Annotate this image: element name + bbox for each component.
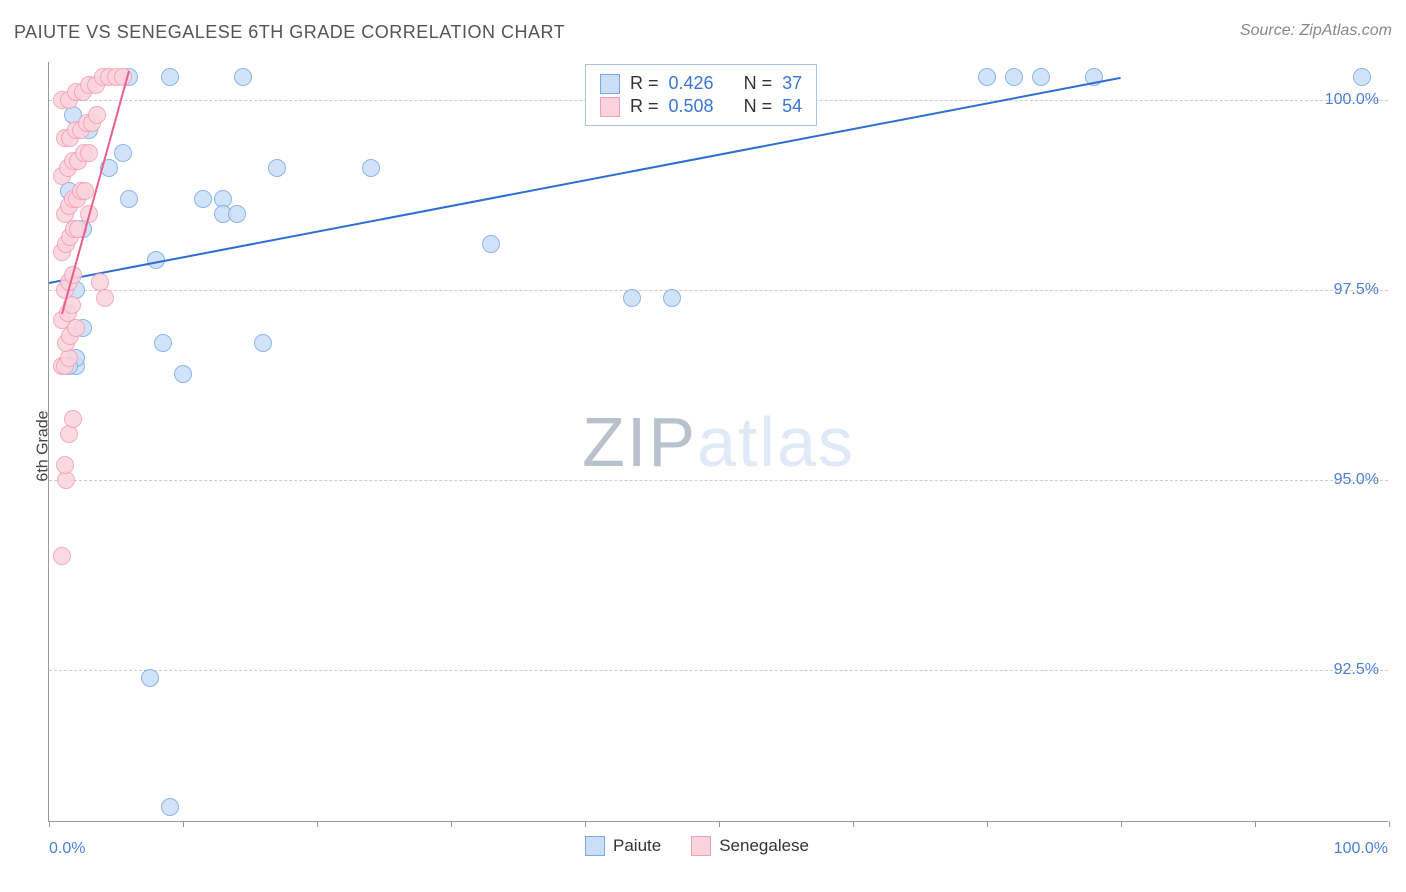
- watermark: ZIPatlas: [582, 402, 855, 482]
- data-point: [114, 144, 132, 162]
- x-tick: [317, 821, 318, 827]
- x-tick: [1121, 821, 1122, 827]
- chart-title: PAIUTE VS SENEGALESE 6TH GRADE CORRELATI…: [14, 22, 565, 43]
- data-point: [482, 235, 500, 253]
- x-label-left: 0.0%: [49, 840, 85, 858]
- data-point: [141, 669, 159, 687]
- data-point: [1032, 68, 1050, 86]
- y-tick-label: 95.0%: [1279, 471, 1379, 489]
- source-attribution: Source: ZipAtlas.com: [1240, 22, 1392, 40]
- data-point: [161, 798, 179, 816]
- r-value: 0.426: [669, 73, 714, 94]
- x-label-right: 100.0%: [1334, 840, 1388, 858]
- data-point: [64, 410, 82, 428]
- legend-item: Paiute: [585, 836, 661, 856]
- data-point: [174, 365, 192, 383]
- stats-row: R =0.426 N =37: [600, 73, 802, 94]
- data-point: [362, 159, 380, 177]
- x-tick: [987, 821, 988, 827]
- n-value: 54: [782, 96, 802, 117]
- r-value: 0.508: [669, 96, 714, 117]
- data-point: [268, 159, 286, 177]
- data-point: [234, 68, 252, 86]
- gridline: [49, 290, 1388, 291]
- watermark-suffix: atlas: [697, 403, 855, 481]
- legend-item: Senegalese: [691, 836, 809, 856]
- gridline: [49, 480, 1388, 481]
- data-point: [194, 190, 212, 208]
- y-tick-label: 97.5%: [1279, 281, 1379, 299]
- data-point: [254, 334, 272, 352]
- data-point: [96, 289, 114, 307]
- data-point: [1353, 68, 1371, 86]
- y-tick-label: 92.5%: [1279, 661, 1379, 679]
- x-tick: [49, 821, 50, 827]
- data-point: [978, 68, 996, 86]
- gridline: [49, 670, 1388, 671]
- data-point: [76, 182, 94, 200]
- data-point: [663, 289, 681, 307]
- data-point: [80, 144, 98, 162]
- legend-label: Senegalese: [719, 836, 809, 856]
- legend-swatch: [691, 836, 711, 856]
- x-tick: [1389, 821, 1390, 827]
- legend: Paiute Senegalese: [585, 836, 809, 856]
- y-tick-label: 100.0%: [1279, 91, 1379, 109]
- data-point: [88, 106, 106, 124]
- legend-swatch: [585, 836, 605, 856]
- data-point: [154, 334, 172, 352]
- watermark-prefix: ZIP: [582, 403, 697, 481]
- x-tick: [451, 821, 452, 827]
- plot-area: ZIPatlas 100.0%97.5%95.0%92.5%0.0%100.0%…: [48, 62, 1388, 822]
- n-value: 37: [782, 73, 802, 94]
- data-point: [1005, 68, 1023, 86]
- series-swatch: [600, 97, 620, 117]
- data-point: [60, 425, 78, 443]
- data-point: [53, 547, 71, 565]
- data-point: [623, 289, 641, 307]
- x-tick: [719, 821, 720, 827]
- x-tick: [585, 821, 586, 827]
- data-point: [67, 319, 85, 337]
- data-point: [120, 190, 138, 208]
- data-point: [228, 205, 246, 223]
- x-tick: [853, 821, 854, 827]
- stats-row: R =0.508 N =54: [600, 96, 802, 117]
- stats-box: R =0.426 N =37R =0.508 N =54: [585, 64, 817, 126]
- legend-label: Paiute: [613, 836, 661, 856]
- data-point: [56, 456, 74, 474]
- x-tick: [183, 821, 184, 827]
- series-swatch: [600, 74, 620, 94]
- x-tick: [1255, 821, 1256, 827]
- data-point: [161, 68, 179, 86]
- data-point: [60, 349, 78, 367]
- chart-container: PAIUTE VS SENEGALESE 6TH GRADE CORRELATI…: [0, 0, 1406, 892]
